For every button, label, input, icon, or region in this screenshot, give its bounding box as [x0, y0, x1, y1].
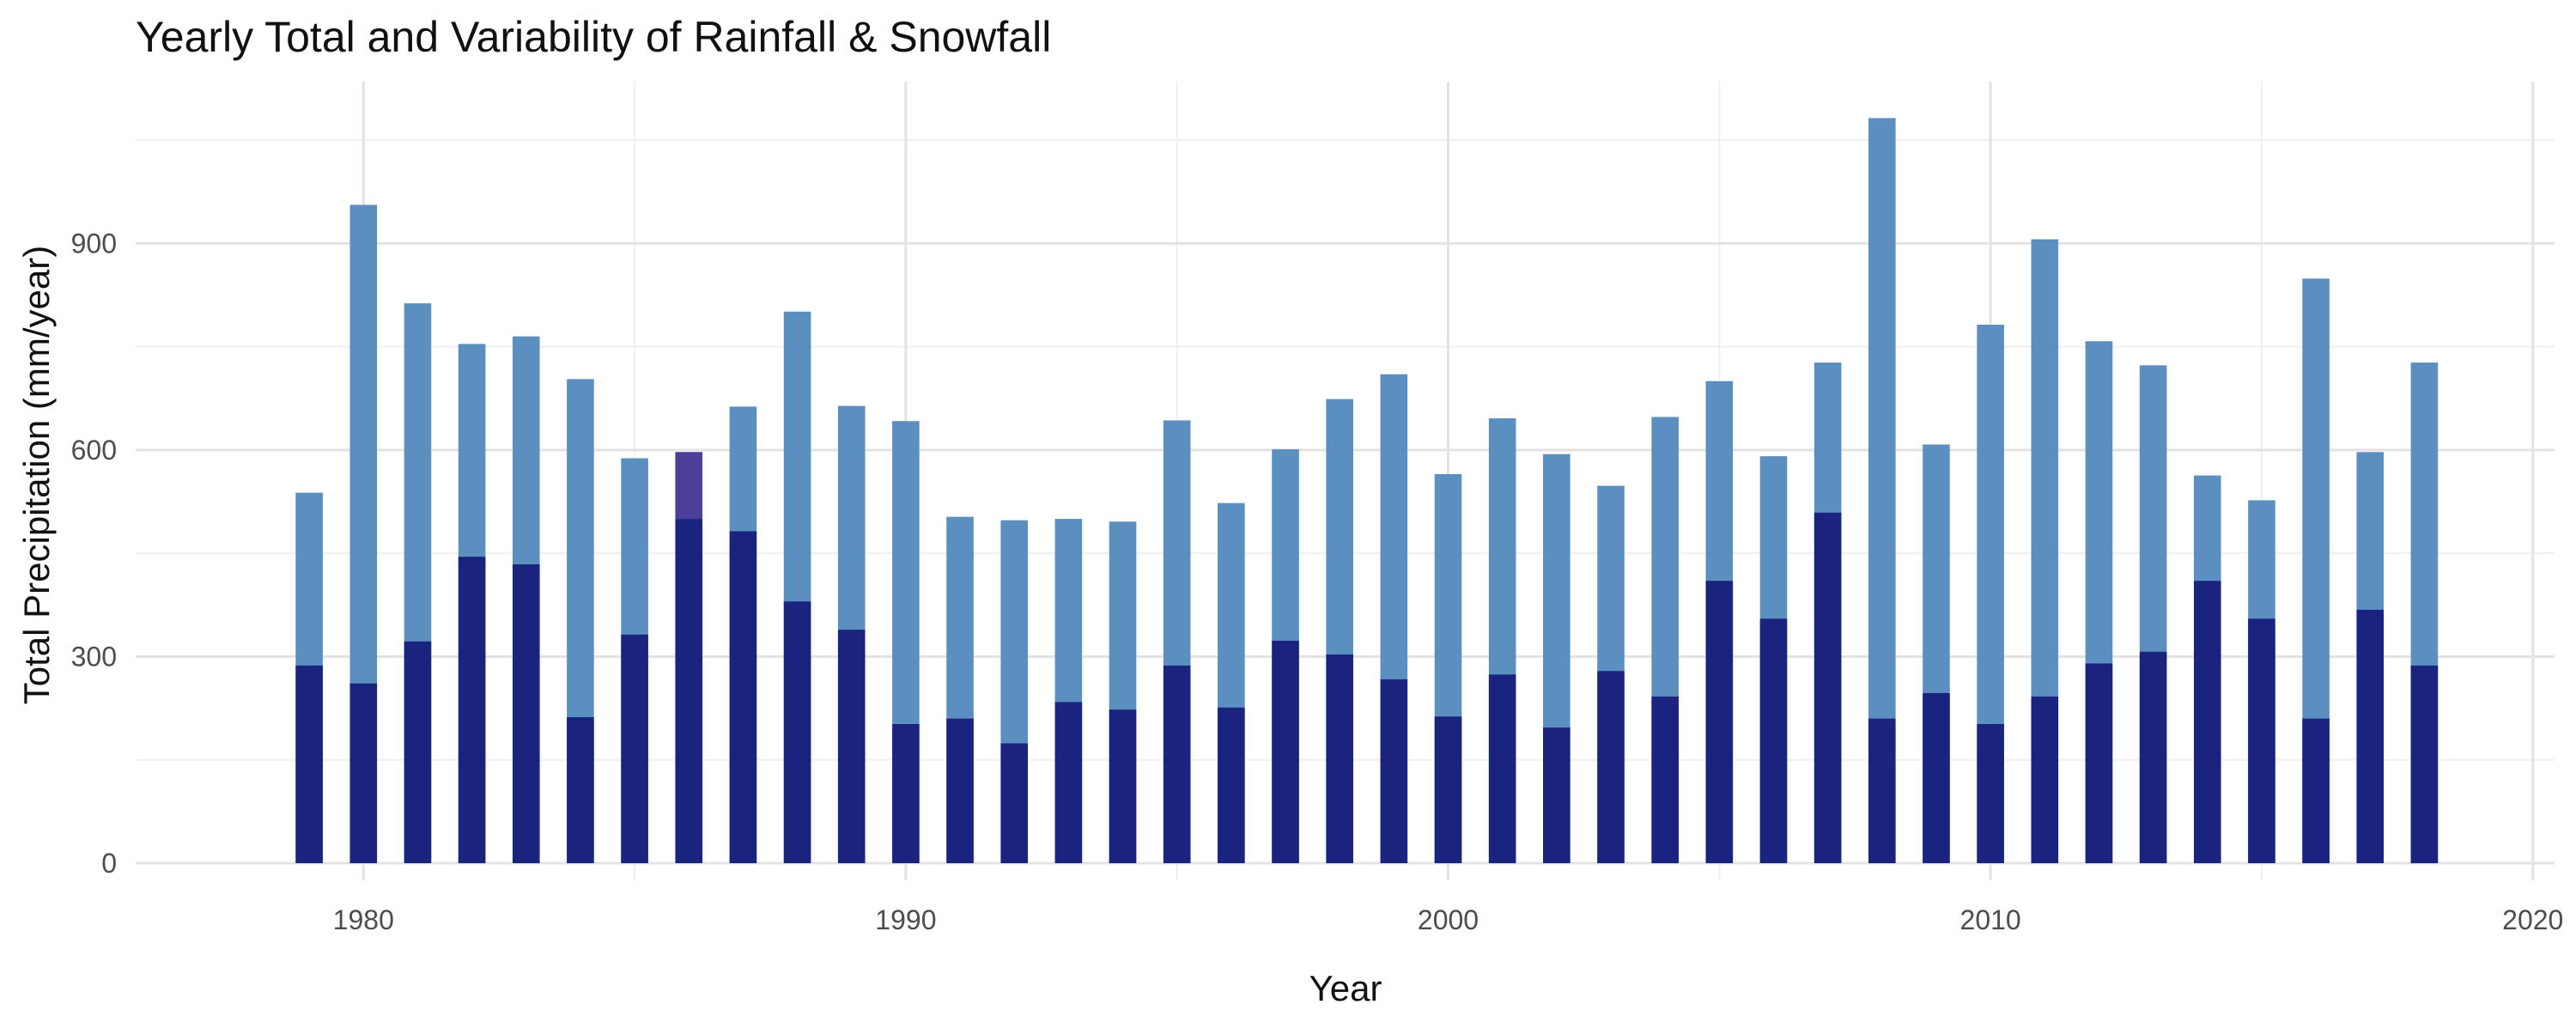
rainfall-bar-1999	[1380, 679, 1408, 863]
rainfall-bar-1997	[1272, 641, 1299, 863]
rainfall-bar-2002	[1543, 728, 1571, 863]
rainfall-bar-1992	[1000, 743, 1029, 863]
rainfall-bar-1994	[1109, 709, 1137, 863]
rainfall-bar-1989	[837, 630, 866, 863]
rainfall-bar-2017	[2356, 609, 2385, 863]
x-axis-tick-labels: 1980 1990 2000 2010 2020	[333, 904, 2564, 935]
rainfall-bar-2000	[1434, 716, 1462, 863]
rainfall-bar-2018	[2410, 665, 2439, 863]
y-tick-label: 0	[101, 848, 117, 879]
rainfall-bar-1988	[783, 601, 811, 863]
rainfall-bar-1987	[729, 531, 757, 863]
rainfall-bar-1985	[621, 634, 648, 863]
rainfall-bar-1984	[567, 716, 594, 863]
chart-title: Yearly Total and Variability of Rainfall…	[136, 13, 1051, 61]
x-tick-label: 2000	[1418, 904, 1479, 935]
rainfall-bar-1981	[404, 641, 432, 863]
rainfall-bar-2008	[1868, 718, 1896, 863]
rainfall-bar-2007	[1814, 512, 1842, 863]
rainfall-bar-2010	[1977, 724, 2004, 863]
rainfall-bar-2003	[1597, 671, 1625, 863]
y-tick-label: 900	[71, 228, 117, 259]
rainfall-bar-2012	[2085, 663, 2113, 863]
rainfall-bar-2004	[1651, 696, 1679, 863]
rainfall-bar-1998	[1326, 654, 1353, 863]
rainfall-bar-1982	[458, 557, 486, 863]
overlap-bar-1986	[675, 452, 703, 520]
rainfall-bar-1996	[1218, 707, 1245, 863]
y-tick-label: 300	[71, 641, 117, 672]
rainfall-bar-2014	[2193, 581, 2221, 863]
y-axis-label: Total Precipitation (mm/year)	[16, 246, 57, 705]
rainfall-bar-1990	[892, 724, 920, 863]
rainfall-bar-1979	[295, 665, 323, 863]
rainfall-bar-2015	[2248, 618, 2275, 863]
rainfall-bar-2001	[1488, 674, 1516, 863]
x-tick-label: 2020	[2502, 904, 2563, 935]
rainfall-bar-2009	[1923, 692, 1950, 863]
rainfall-bar-2016	[2302, 718, 2330, 863]
rainfall-bar-1980	[349, 683, 378, 863]
x-tick-label: 1990	[875, 904, 936, 935]
rainfall-bar-2006	[1759, 618, 1788, 863]
rainfall-bar-2005	[1705, 581, 1734, 863]
rainfall-bar-1995	[1163, 665, 1191, 863]
bars	[295, 118, 2439, 863]
rainfall-bar-2011	[2031, 696, 2059, 863]
x-tick-label: 2010	[1960, 904, 2021, 935]
y-tick-label: 600	[71, 435, 117, 466]
rainfall-bar-1991	[946, 718, 974, 863]
x-axis-label: Year	[1309, 968, 1382, 1008]
x-tick-label: 1980	[333, 904, 394, 935]
y-axis-tick-labels: 0 300 600 900	[71, 228, 117, 879]
rainfall-bar-1986	[675, 519, 703, 863]
rainfall-bar-2013	[2139, 651, 2167, 863]
rainfall-bar-1993	[1054, 702, 1083, 863]
rainfall-bar-1983	[512, 564, 540, 863]
